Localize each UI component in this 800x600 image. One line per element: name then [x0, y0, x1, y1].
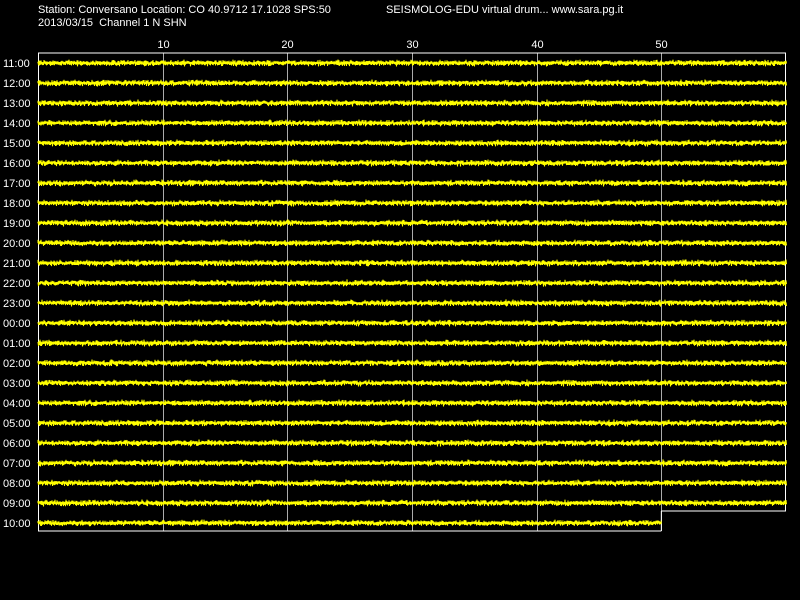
x-tick-label-30: 30 — [406, 39, 418, 51]
trace-row-05-00 — [37, 419, 787, 427]
row-label-07-00: 07:00 — [3, 458, 31, 470]
product-title: SEISMOLOG-EDU virtual drum... www.sara.p… — [386, 4, 624, 16]
row-label-11-00: 11:00 — [3, 58, 30, 70]
x-tick-label-50: 50 — [655, 39, 667, 51]
trace-row-18-00 — [37, 199, 787, 207]
row-label-12-00: 12:00 — [3, 78, 31, 90]
trace-layer — [37, 59, 787, 527]
row-label-05-00: 05:00 — [3, 418, 31, 430]
row-label-23-00: 23:00 — [3, 298, 31, 310]
row-label-17-00: 17:00 — [3, 178, 31, 190]
trace-row-03-00 — [37, 379, 787, 387]
row-label-20-00: 20:00 — [3, 238, 31, 250]
trace-row-12-00 — [37, 79, 787, 87]
trace-row-20-00 — [37, 239, 787, 247]
trace-row-02-00 — [37, 359, 787, 367]
trace-row-10-00 — [37, 519, 662, 527]
row-label-22-00: 22:00 — [3, 278, 31, 290]
date-channel-info: 2013/03/15 Channel 1 N SHN — [38, 17, 187, 29]
row-label-14-00: 14:00 — [3, 118, 31, 130]
row-label-09-00: 09:00 — [3, 498, 31, 510]
x-tick-label-20: 20 — [281, 39, 293, 51]
label-layer: 10 20 30 40 50 11:00 12:00 13:00 14:00 15:00 16:00… — [3, 39, 668, 530]
trace-row-11-00 — [37, 59, 787, 67]
trace-row-06-00 — [37, 439, 787, 447]
row-label-06-00: 06:00 — [3, 438, 31, 450]
trace-row-21-00 — [37, 259, 787, 267]
row-label-04-00: 04:00 — [3, 398, 31, 410]
row-label-15-00: 15:00 — [3, 138, 31, 150]
x-tick-label-10: 10 — [157, 39, 169, 51]
trace-row-16-00 — [37, 159, 787, 167]
row-label-08-00: 08:00 — [3, 478, 31, 490]
row-label-10-00: 10:00 — [3, 518, 31, 530]
trace-row-00-00 — [37, 319, 787, 327]
trace-row-19-00 — [37, 219, 787, 227]
row-label-01-00: 01:00 — [3, 338, 31, 350]
station-info: Station: Conversano Location: CO 40.9712… — [38, 4, 331, 16]
trace-row-01-00 — [37, 339, 787, 347]
trace-row-22-00 — [37, 279, 787, 287]
trace-row-04-00 — [37, 399, 787, 407]
trace-row-17-00 — [37, 179, 787, 187]
trace-row-23-00 — [37, 299, 787, 307]
row-label-21-00: 21:00 — [3, 258, 31, 270]
row-label-02-00: 02:00 — [3, 358, 31, 370]
x-tick-label-40: 40 — [531, 39, 543, 51]
row-label-00-00: 00:00 — [3, 318, 31, 330]
trace-row-13-00 — [37, 99, 787, 107]
row-label-18-00: 18:00 — [3, 198, 31, 210]
trace-row-15-00 — [37, 139, 787, 147]
row-label-13-00: 13:00 — [3, 98, 31, 110]
trace-row-08-00 — [37, 479, 787, 487]
row-label-16-00: 16:00 — [3, 158, 31, 170]
trace-row-07-00 — [37, 459, 787, 467]
row-label-03-00: 03:00 — [3, 378, 31, 390]
row-label-19-00: 19:00 — [3, 218, 31, 230]
trace-row-09-00 — [37, 499, 787, 507]
trace-row-14-00 — [37, 119, 787, 127]
